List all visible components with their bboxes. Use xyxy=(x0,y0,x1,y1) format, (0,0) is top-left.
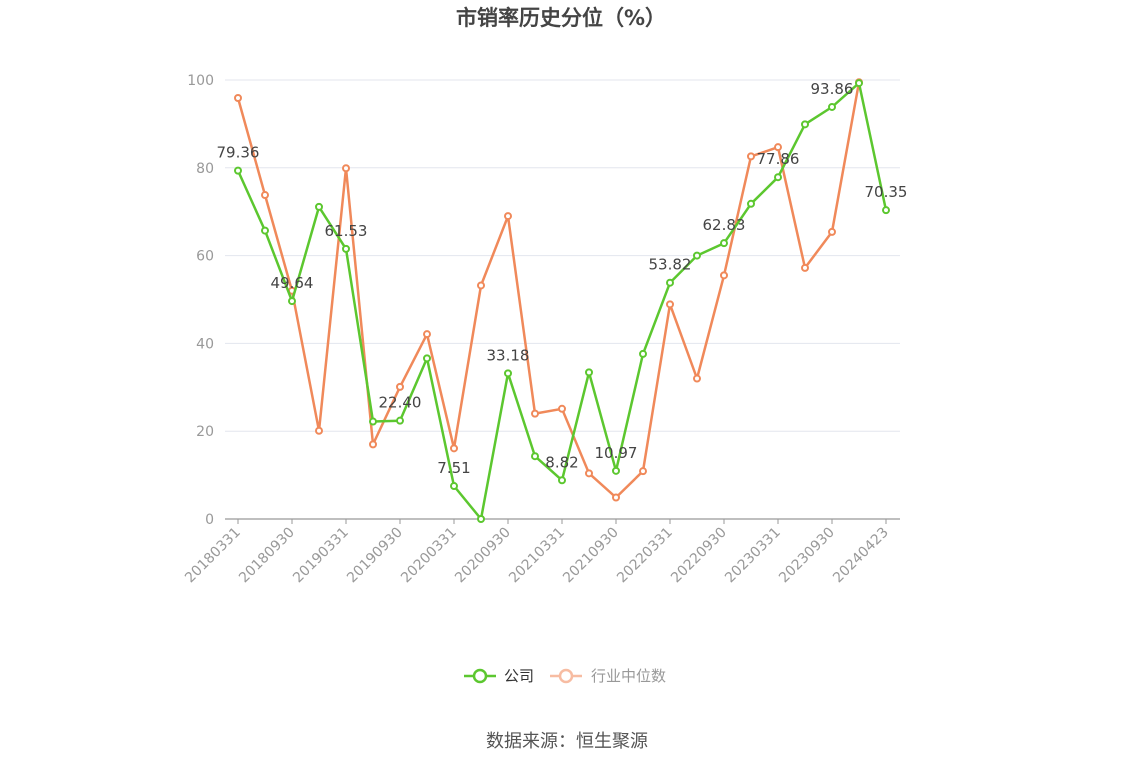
data-label: 62.83 xyxy=(703,216,746,234)
data-point[interactable] xyxy=(693,374,701,383)
data-point[interactable] xyxy=(585,368,593,377)
data-point[interactable] xyxy=(342,164,350,173)
y-tick-label: 100 xyxy=(187,73,214,89)
data-point[interactable] xyxy=(720,271,728,280)
data-point[interactable] xyxy=(504,212,512,221)
data-label: 77.86 xyxy=(757,150,800,168)
data-point[interactable] xyxy=(531,452,539,461)
data-point[interactable] xyxy=(342,244,350,253)
data-labels: 79.36 49.64 61.53 22.40 7.51 33.18 8.82 10.97 53… xyxy=(217,80,908,477)
legend-item-0[interactable]: 公司 xyxy=(464,667,534,685)
data-point[interactable] xyxy=(828,102,836,111)
legend-label: 公司 xyxy=(504,667,534,685)
data-point[interactable] xyxy=(720,239,728,248)
y-tick-label: 60 xyxy=(196,249,214,265)
data-point[interactable] xyxy=(369,417,377,426)
data-label: 8.82 xyxy=(545,453,578,471)
data-point[interactable] xyxy=(477,515,485,523)
data-point[interactable] xyxy=(747,152,755,161)
data-point[interactable] xyxy=(828,227,836,236)
data-point[interactable] xyxy=(612,466,620,475)
data-point[interactable] xyxy=(774,173,782,182)
y-tick-label: 80 xyxy=(196,161,214,177)
legend-label: 行业中位数 xyxy=(591,667,666,685)
data-point[interactable] xyxy=(369,440,377,449)
series-0 xyxy=(234,79,890,523)
series-layer xyxy=(234,78,890,523)
data-point[interactable] xyxy=(801,120,809,129)
x-tick-label: 20210331 xyxy=(506,525,568,587)
y-tick-label: 40 xyxy=(196,336,214,352)
data-point[interactable] xyxy=(639,349,647,358)
data-point[interactable] xyxy=(504,369,512,378)
data-point[interactable] xyxy=(315,426,323,435)
data-label: 70.35 xyxy=(865,183,908,201)
series-1 xyxy=(234,78,863,502)
data-point[interactable] xyxy=(666,278,674,287)
data-point[interactable] xyxy=(774,143,782,152)
y-axis: 0 20 40 60 80 100 xyxy=(187,73,214,528)
data-point[interactable] xyxy=(423,330,431,339)
x-tick-label: 20190331 xyxy=(290,525,352,587)
legend-marker xyxy=(558,668,574,684)
x-tick-label: 20220930 xyxy=(668,525,730,587)
series-line xyxy=(236,81,861,499)
legend-marker xyxy=(472,668,488,684)
data-label: 33.18 xyxy=(487,346,530,364)
data-point[interactable] xyxy=(396,382,404,391)
x-tick-label: 20200930 xyxy=(452,525,514,587)
y-tick-label: 0 xyxy=(205,512,214,528)
data-point[interactable] xyxy=(585,469,593,478)
data-point[interactable] xyxy=(477,281,485,290)
x-tick-label: 20200331 xyxy=(398,525,460,587)
data-label: 61.53 xyxy=(325,222,368,240)
data-point[interactable] xyxy=(666,300,674,309)
data-label: 53.82 xyxy=(649,256,692,274)
data-point[interactable] xyxy=(315,202,323,211)
legend[interactable]: 公司 行业中位数 xyxy=(464,667,666,685)
x-tick-label: 20180331 xyxy=(182,525,244,587)
x-tick-label: 20230331 xyxy=(722,525,784,587)
data-point[interactable] xyxy=(612,493,620,502)
data-label: 10.97 xyxy=(595,444,638,462)
data-point[interactable] xyxy=(558,404,566,413)
data-point[interactable] xyxy=(558,476,566,485)
chart-title: 市销率历史分位（%） xyxy=(456,6,666,30)
data-point[interactable] xyxy=(747,199,755,208)
data-point[interactable] xyxy=(396,416,404,425)
data-point[interactable] xyxy=(261,226,269,235)
data-point[interactable] xyxy=(531,409,539,418)
data-point[interactable] xyxy=(234,93,242,102)
data-label: 22.40 xyxy=(379,394,422,412)
data-point[interactable] xyxy=(882,206,890,215)
legend-item-1[interactable]: 行业中位数 xyxy=(550,667,666,685)
grid xyxy=(225,79,900,432)
x-tick-label: 20220331 xyxy=(614,525,676,587)
data-point[interactable] xyxy=(288,297,296,306)
x-axis: 2018033120180930201903312019093020200331… xyxy=(182,518,900,587)
data-label: 7.51 xyxy=(437,459,470,477)
data-label: 79.36 xyxy=(217,144,260,162)
data-point[interactable] xyxy=(261,191,269,200)
data-point[interactable] xyxy=(639,467,647,476)
data-point[interactable] xyxy=(855,79,863,88)
data-point[interactable] xyxy=(450,482,458,491)
data-point[interactable] xyxy=(693,251,701,260)
y-tick-label: 20 xyxy=(196,424,214,440)
data-point[interactable] xyxy=(801,263,809,272)
x-tick-label: 20240423 xyxy=(830,525,892,587)
x-tick-label: 20230930 xyxy=(776,525,838,587)
data-point[interactable] xyxy=(450,444,458,453)
data-point[interactable] xyxy=(423,354,431,363)
x-tick-label: 20210930 xyxy=(560,525,622,587)
source-note: 数据来源：恒生聚源 xyxy=(486,731,648,752)
data-point[interactable] xyxy=(234,166,242,175)
x-tick-label: 20190930 xyxy=(344,525,406,587)
data-label: 49.64 xyxy=(271,274,314,292)
data-label: 93.86 xyxy=(811,80,854,98)
x-tick-label: 20180930 xyxy=(236,525,298,587)
